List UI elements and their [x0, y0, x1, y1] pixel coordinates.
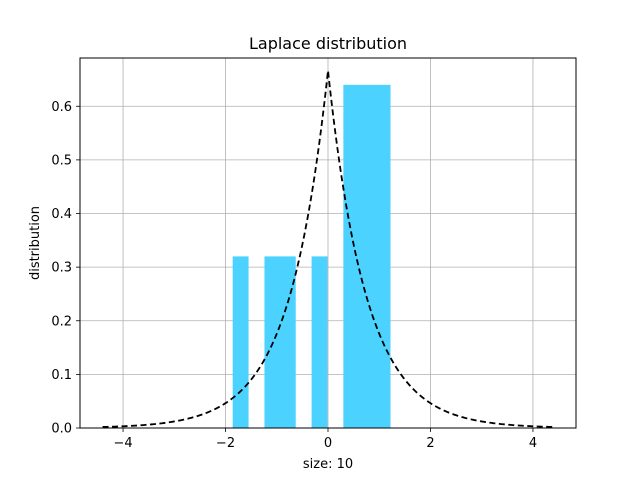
- y-axis-label: distribution: [28, 206, 43, 280]
- y-tick-label: 0.2: [51, 314, 72, 329]
- x-tick-label: 0: [324, 436, 332, 451]
- y-axis-ticks: 0.0 0.1 0.2 0.3 0.4 0.5 0.6: [51, 100, 80, 437]
- chart-title: Laplace distribution: [249, 34, 407, 53]
- histogram-bar: [264, 256, 296, 428]
- x-tick-label: 2: [426, 436, 434, 451]
- y-tick-label: 0.5: [51, 153, 72, 168]
- y-tick-label: 0.4: [51, 207, 72, 222]
- grid-lines: [80, 58, 576, 429]
- histogram-bar: [232, 256, 249, 428]
- y-tick-label: 0.1: [51, 368, 72, 383]
- histogram-bars: [232, 84, 391, 429]
- x-axis-label: size: 10: [303, 457, 353, 472]
- y-tick-label: 0.6: [51, 100, 72, 115]
- x-tick-label: −4: [113, 436, 132, 451]
- y-tick-label: 0.3: [51, 261, 72, 276]
- x-tick-label: 4: [529, 436, 537, 451]
- histogram-bar: [343, 84, 391, 429]
- y-tick-label: 0.0: [51, 422, 72, 437]
- x-axis-ticks: −4 −2 0 2 4: [113, 428, 537, 451]
- x-tick-label: −2: [216, 436, 235, 451]
- histogram-bar: [311, 256, 328, 428]
